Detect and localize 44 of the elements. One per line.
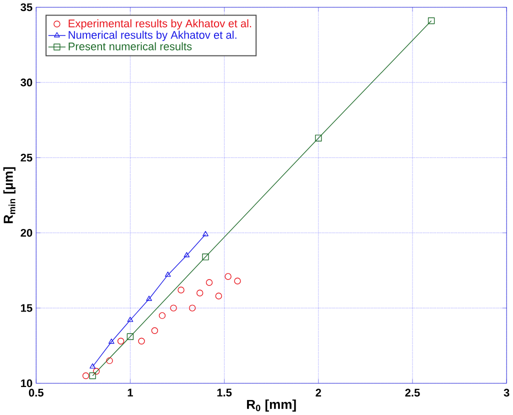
point: [164, 272, 171, 277]
y-tick-label: 25: [20, 154, 32, 162]
point: [138, 338, 145, 345]
point: [315, 134, 322, 142]
point: [127, 316, 134, 322]
point: [151, 327, 158, 334]
point: [178, 286, 184, 294]
point: [158, 312, 166, 319]
y-tick-label: 10: [21, 379, 32, 388]
point: [146, 296, 152, 301]
point: [428, 17, 435, 24]
x-tick-label: 0.5: [28, 388, 44, 397]
y-tick-label: 20: [20, 228, 32, 237]
y-axis-title: R$_{min}$ [µm]: [3, 167, 16, 224]
point: [215, 292, 222, 300]
x-tick-label: 1.5: [217, 388, 232, 397]
point: [202, 254, 209, 260]
point: [184, 252, 190, 258]
point: [82, 372, 90, 380]
y-tick-label: 30: [20, 78, 32, 86]
point: [170, 304, 177, 312]
y-tick-label: 35: [20, 3, 32, 12]
point: [93, 368, 100, 375]
point: [234, 278, 241, 284]
point: [117, 338, 124, 345]
point: [196, 290, 204, 296]
point: [106, 357, 113, 364]
point: [90, 363, 96, 369]
point: [89, 372, 96, 380]
legend-label: Present numerical results: [68, 42, 192, 50]
x-tick-label: 2: [316, 388, 322, 397]
point: [224, 273, 232, 280]
legend-label: Numerical results by Akhatov et al.: [68, 30, 236, 42]
point: [188, 304, 196, 312]
x-axis-title: R$_{0}$ [mm]: [247, 399, 296, 412]
point: [126, 333, 134, 340]
x-tick-label: 2.5: [405, 388, 420, 397]
x-tick-label: 1: [128, 388, 133, 396]
point: [108, 338, 114, 344]
point: [206, 279, 213, 286]
x-tick-label: 3: [504, 388, 510, 397]
legend-label: Experimental results by Akhatov et al.: [68, 19, 252, 30]
point: [202, 231, 208, 236]
y-tick-label: 15: [21, 304, 32, 312]
